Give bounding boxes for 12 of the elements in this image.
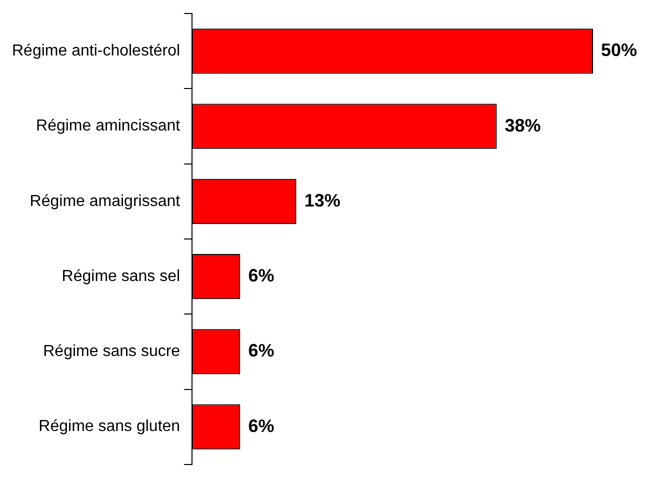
y-tick-label: Régime sans sel	[62, 268, 180, 285]
data-label: 6%	[248, 340, 274, 361]
data-label: 13%	[304, 190, 340, 210]
data-label: 6%	[248, 416, 274, 436]
y-tick-label: Régime anti-cholestérol	[12, 42, 180, 60]
y-tick-label: Régime amincissant	[36, 118, 181, 135]
data-label: 50%	[601, 40, 638, 60]
y-tick-label: Régime sans gluten	[38, 418, 180, 436]
data-label: 38%	[504, 115, 541, 136]
data-label: 6%	[248, 266, 274, 286]
y-tick-label: Régime amaigrissant	[30, 192, 181, 210]
y-tick-label: Régime sans sucre	[43, 343, 180, 360]
